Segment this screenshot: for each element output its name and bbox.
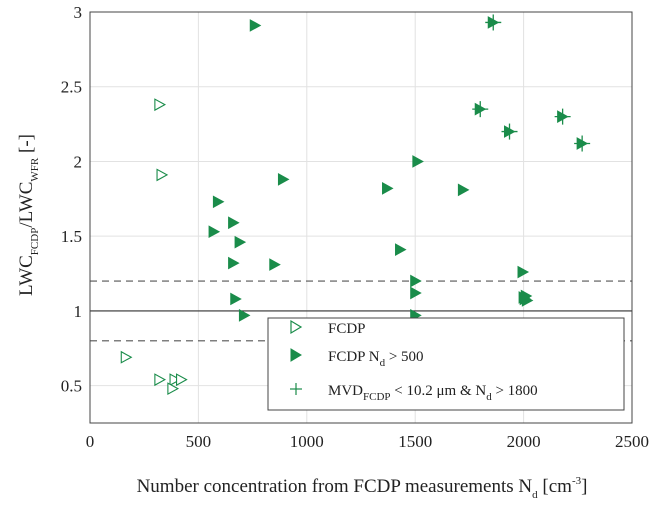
- legend-entry-fcdp-nd: FCDP Nd > 500: [290, 348, 424, 369]
- x-tick-label: 0: [86, 432, 95, 451]
- plot-frame: [89, 11, 633, 424]
- y-axis-label: LWCFCDP/LWCWFR [-]: [16, 134, 41, 296]
- x-tick-label: 500: [186, 432, 212, 451]
- legend-label-fcdp: FCDP: [328, 321, 366, 337]
- legend-filled-triangle-marker: [290, 348, 302, 362]
- legend-label-mvd: MVDFCDP < 10.2 μm & Nd > 1800: [328, 383, 538, 403]
- y-tick-label: 0.5: [61, 377, 82, 396]
- data-point-plus: [472, 101, 489, 118]
- data-point-open-triangle: [167, 382, 180, 396]
- data-point-filled-triangle: [269, 258, 281, 271]
- data-point-filled-triangle: [410, 274, 422, 288]
- data-point-open-triangle: [120, 350, 133, 364]
- legend-open-triangle-marker: [290, 319, 303, 335]
- data-point-filled-triangle: [208, 225, 221, 239]
- legend-box: [267, 317, 625, 411]
- data-point-filled-triangle: [212, 195, 225, 209]
- data-point-filled-triangle: [395, 243, 407, 256]
- data-point-plus: [574, 135, 591, 152]
- data-point-filled-triangle: [228, 256, 240, 270]
- x-tick-label: 2500: [615, 432, 649, 451]
- legend-label-fcdp-nd: FCDP Nd > 500: [328, 349, 424, 369]
- data-point-filled-triangle: [238, 309, 251, 322]
- legend-plus-marker: [290, 383, 302, 395]
- data-point-filled-triangle: [234, 235, 247, 249]
- data-point-open-triangle: [169, 373, 182, 387]
- x-axis-label: Number concentration from FCDP measureme…: [137, 475, 588, 501]
- data-point-plus: [554, 108, 571, 125]
- x-tick-label: 1000: [290, 432, 324, 451]
- data-point-filled-triangle: [457, 183, 470, 197]
- data-point-plus: [485, 14, 502, 31]
- data-point-open-triangle: [156, 168, 169, 182]
- data-point-filled-triangle: [382, 182, 394, 195]
- y-tick-label: 3: [74, 3, 83, 22]
- data-points: [120, 14, 591, 396]
- data-point-open-triangle: [176, 373, 188, 387]
- x-tick-label: 2000: [507, 432, 541, 451]
- data-point-filled-triangle: [228, 216, 240, 230]
- data-point-filled-triangle: [520, 289, 533, 303]
- y-tick-label: 1.5: [61, 227, 82, 246]
- data-point-open-triangle: [154, 98, 167, 112]
- legend-entry-fcdp: FCDP: [290, 319, 366, 337]
- y-tick-label: 2.5: [61, 78, 82, 97]
- data-point-filled-triangle: [410, 286, 422, 300]
- data-point-filled-triangle: [230, 292, 242, 306]
- data-point-filled-triangle: [517, 265, 530, 279]
- legend-entry-mvd: MVDFCDP < 10.2 μm & Nd > 1800: [290, 383, 538, 403]
- x-tick-label: 1500: [398, 432, 432, 451]
- legend: FCDP FCDP Nd > 500 MVDFCDP < 10.2 μm & N…: [267, 317, 625, 411]
- tick-labels: 0 500 1000 1500 2000 2500 0.5 1 1.5 2 2.5 3: [61, 3, 649, 451]
- y-tick-label: 2: [74, 152, 83, 171]
- data-point-filled-triangle: [249, 19, 262, 32]
- data-point-open-triangle: [154, 373, 167, 387]
- data-point-filled-triangle: [412, 155, 424, 168]
- y-tick-label: 1: [74, 302, 83, 321]
- data-point-filled-triangle: [277, 173, 290, 186]
- data-point-plus: [501, 123, 518, 140]
